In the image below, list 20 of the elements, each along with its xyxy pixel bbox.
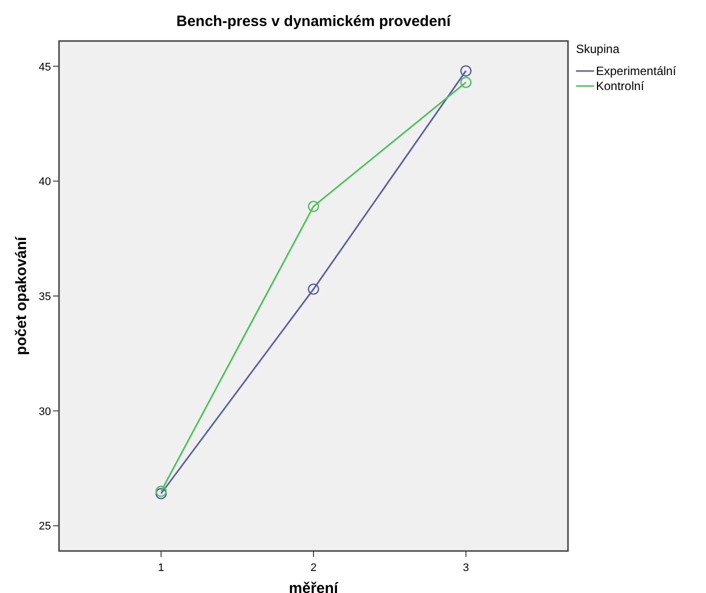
- y-tick-label: 30: [38, 406, 51, 418]
- point: [155, 486, 167, 497]
- y-axis-title: počet opakování: [13, 236, 30, 356]
- y-tick-label: 40: [38, 176, 51, 188]
- legend-title: Skupina: [576, 42, 620, 56]
- point: [460, 76, 472, 88]
- y-tick-label: 35: [38, 291, 51, 303]
- x-tick-label: 3: [462, 562, 469, 574]
- point: [460, 65, 472, 77]
- point: [155, 488, 167, 500]
- x-tick-label: 2: [310, 562, 317, 574]
- legend-label: Experimentální: [596, 64, 677, 78]
- point: [308, 200, 320, 212]
- legend-label: Kontrolní: [596, 79, 645, 93]
- x-tick-label: 1: [158, 562, 164, 574]
- x-axis-title: měření: [288, 580, 339, 593]
- y-tick-label: 25: [38, 520, 51, 533]
- chart-title: Bench-press v dynamickém provedení: [176, 13, 452, 30]
- point: [308, 283, 320, 295]
- y-tick-label: 45: [38, 61, 51, 74]
